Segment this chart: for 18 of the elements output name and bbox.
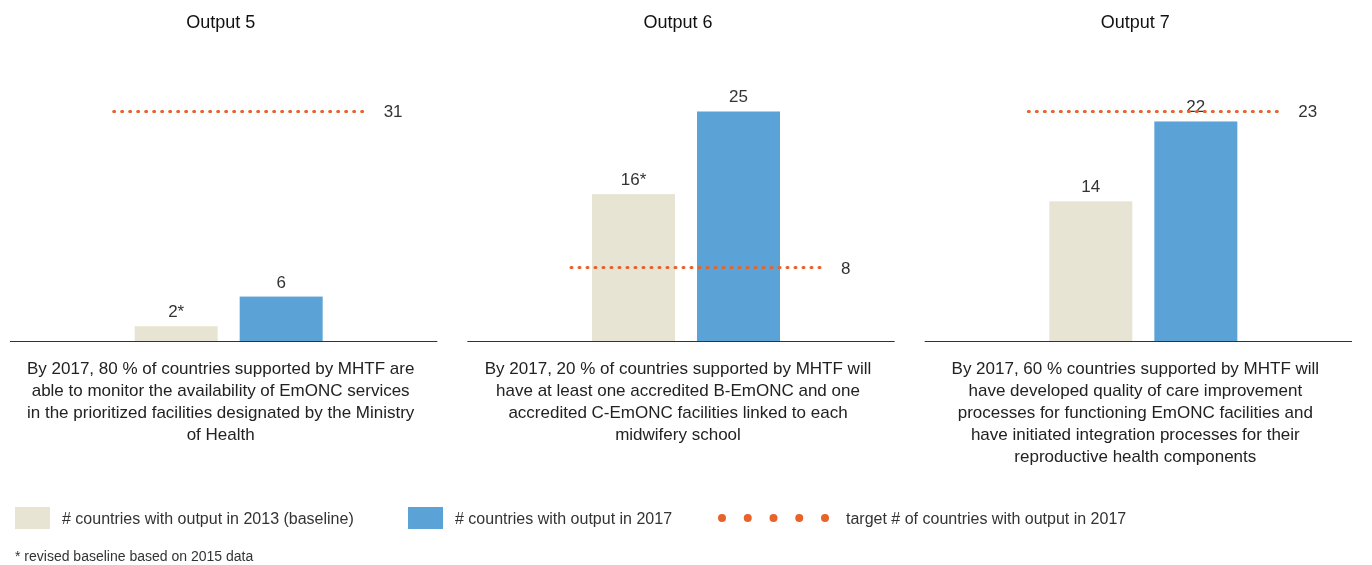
data-label: 2* — [168, 302, 185, 322]
x-axis-title: By 2017, 20 % of countries supported by MHTF will have at least one accredited B-EmONC and one accredited C-EmONC facilities linked to each midwifery school — [484, 359, 872, 444]
chart-title: Output 7 — [1100, 12, 1170, 32]
chart-title: Output 6 — [643, 12, 713, 32]
legend-label: # countries with output in 2017 — [455, 510, 673, 527]
text: target # of countries with output in 2017 — [846, 510, 1127, 527]
ref-line-label: 23 — [1298, 102, 1318, 122]
x-axis-title: By 2017, 60 % countries supported by MHTF will have developed quality of care improvement processes for functioning EmONC facilities and have initiated integration processes for their reproductive health components — [951, 359, 1320, 466]
chart-title: Output 5 — [186, 12, 256, 32]
x-axis-title: By 2017, 80 % of countries supported by MHTF are able to monitor the availability of EmONC services in the prioritized facilities designated by the Ministry of Health — [26, 359, 415, 444]
data-label: 6 — [276, 272, 286, 292]
data-label: 25 — [729, 87, 748, 107]
text: * revised baseline based on 2015 data — [15, 548, 254, 564]
data-label: 16* — [620, 170, 647, 190]
legend-label: # countries with output in 2013 (baseline) — [62, 510, 354, 527]
data-label: 14 — [1081, 177, 1101, 197]
ref-line-label: 8 — [841, 258, 851, 278]
ref-line-label: 31 — [383, 102, 403, 122]
